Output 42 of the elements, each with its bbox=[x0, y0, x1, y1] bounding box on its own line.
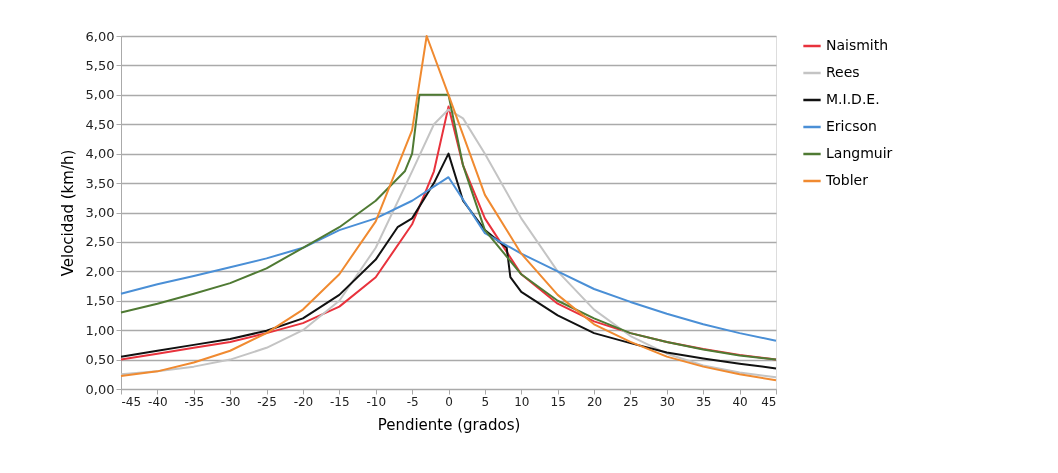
y-tick-label: 1,50 bbox=[85, 293, 115, 309]
x-tick-label: -5 bbox=[406, 394, 419, 409]
x-tick-label: 40 bbox=[732, 394, 748, 409]
legend-label: Rees bbox=[826, 64, 860, 80]
x-tick-label: -15 bbox=[330, 394, 350, 409]
x-tick-label: 35 bbox=[696, 394, 712, 409]
x-tick-label: 0 bbox=[445, 394, 453, 409]
y-axis-title: Velocidad (km/h) bbox=[58, 149, 77, 277]
x-tick-label: 20 bbox=[586, 394, 603, 409]
x-tick-label: -20 bbox=[293, 394, 314, 409]
y-tick-label: 0,00 bbox=[85, 381, 115, 397]
y-tick-label: 5,00 bbox=[85, 87, 115, 103]
y-tick-label: 6,00 bbox=[85, 28, 115, 44]
legend-label: Langmuir bbox=[826, 145, 893, 161]
x-tick-label: -30 bbox=[220, 394, 241, 409]
y-tick-label: 5,50 bbox=[85, 57, 115, 73]
y-tick-label: 3,00 bbox=[85, 205, 115, 220]
y-tick-label: 4,50 bbox=[85, 116, 115, 132]
y-tick-label: 2,50 bbox=[85, 234, 115, 250]
legend-label: M.I.D.E. bbox=[826, 91, 880, 107]
x-tick-label: 5 bbox=[481, 394, 490, 409]
x-tick-label: 45 bbox=[761, 394, 777, 409]
x-tick-label: 25 bbox=[623, 394, 639, 409]
y-tick-label: 2,00 bbox=[85, 263, 115, 279]
line-series bbox=[120, 176, 777, 342]
y-tick-label: 0,50 bbox=[85, 352, 115, 368]
y-tick-label: 1,00 bbox=[85, 322, 115, 338]
x-tick-label: 15 bbox=[550, 394, 566, 409]
y-tick-label: 3,50 bbox=[85, 175, 115, 191]
x-tick-label: -35 bbox=[184, 394, 205, 409]
x-tick-label: -10 bbox=[366, 394, 387, 409]
legend-label: Naismith bbox=[826, 37, 889, 53]
x-axis-title: Pendiente (grados) bbox=[377, 415, 521, 434]
x-tick-label: -25 bbox=[257, 394, 277, 409]
x-tick-label: -40 bbox=[148, 394, 168, 409]
y-tick-label: 4,00 bbox=[85, 146, 115, 162]
legend-label: Ericson bbox=[826, 118, 877, 134]
x-tick-label: 30 bbox=[659, 394, 675, 409]
line-series bbox=[120, 152, 777, 370]
x-tick-label: 10 bbox=[514, 394, 530, 409]
legend-label: Tobler bbox=[825, 172, 869, 188]
x-tick-label: -45 bbox=[121, 394, 142, 409]
